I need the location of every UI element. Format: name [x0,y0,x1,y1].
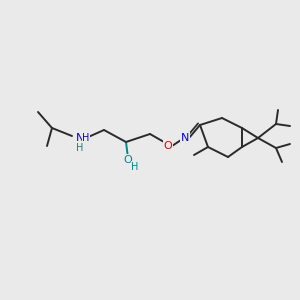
Text: N: N [76,133,84,143]
Text: N: N [181,133,189,143]
Text: H: H [131,162,139,172]
Text: H: H [82,133,90,143]
Text: O: O [124,155,132,165]
Text: O: O [164,141,172,151]
Text: H: H [76,143,84,153]
